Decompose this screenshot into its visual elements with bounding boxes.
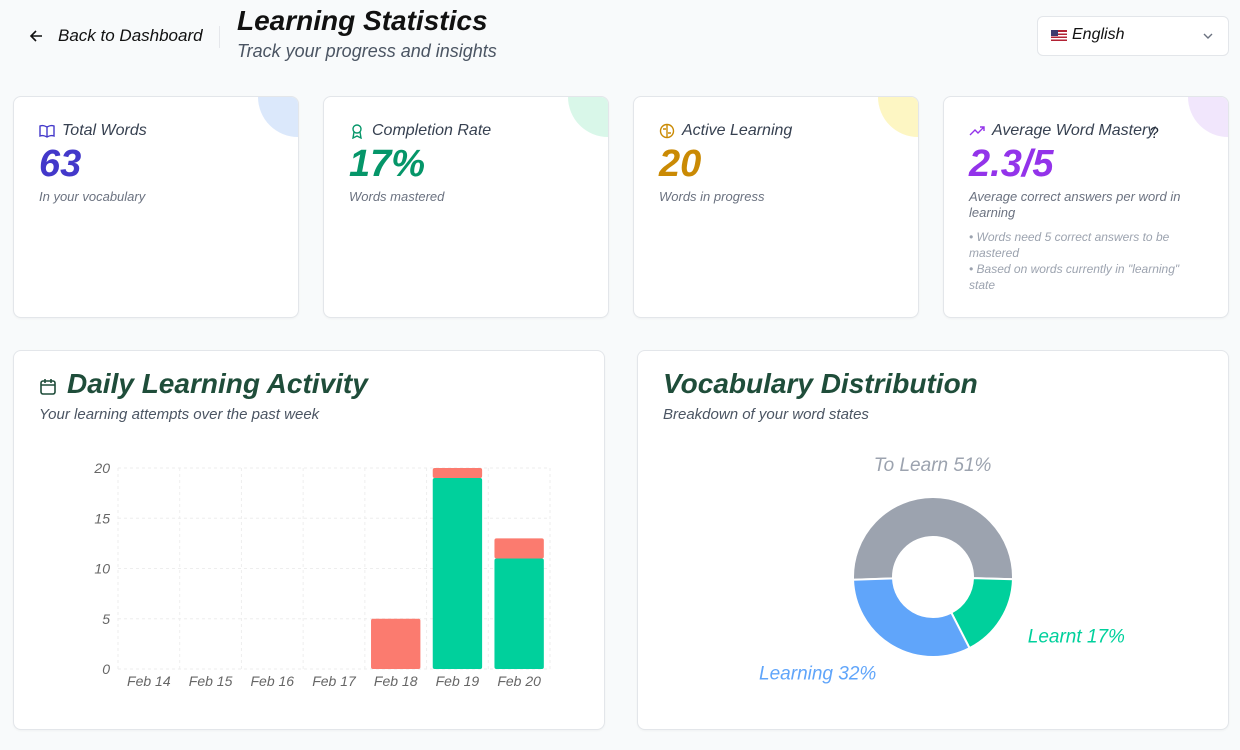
- stat-label: Completion Rate: [372, 122, 492, 139]
- slice-label: Learning 32%: [759, 664, 876, 685]
- x-tick-label: Feb 15: [189, 673, 233, 689]
- note: • Words need 5 correct answers to be mas…: [969, 230, 1170, 260]
- chart-subtitle: Your learning attempts over the past wee…: [39, 406, 320, 423]
- svg-text:?: ?: [1150, 125, 1159, 142]
- x-tick-label: Feb 19: [436, 673, 480, 689]
- donut-slice: [852, 577, 971, 658]
- flag-icon: [1051, 30, 1067, 41]
- calendar-icon: [40, 379, 56, 395]
- stat-caption: Words in progress: [659, 189, 879, 205]
- y-tick-label: 10: [94, 561, 110, 577]
- y-tick-label: 15: [94, 510, 110, 526]
- back-arrow-icon: [29, 30, 42, 42]
- caption: Words mastered: [349, 189, 445, 204]
- x-tick-label: Feb 14: [127, 673, 171, 689]
- x-tick-label: Feb 20: [497, 673, 541, 689]
- bar: [371, 618, 421, 669]
- stat-value: 63: [39, 143, 82, 185]
- donut-slice: [852, 496, 1014, 581]
- back-label: Back to Dashboard: [58, 26, 203, 45]
- language-label: English: [1072, 26, 1125, 43]
- stat-label: Active Learning: [682, 122, 793, 139]
- icon: [969, 126, 985, 136]
- bar: [432, 478, 483, 669]
- note: • Based on words currently in "learning"…: [969, 262, 1180, 292]
- stat-icon: [969, 123, 985, 144]
- card-accent: [568, 97, 608, 137]
- stat-caption: In your vocabulary: [39, 189, 259, 205]
- slice-name: Learnt: [1028, 627, 1083, 648]
- stat-value: 20: [659, 143, 702, 185]
- stat-card: Completion Rate 17% Words mastered: [323, 96, 609, 318]
- page-title: Learning Statistics: [237, 5, 488, 36]
- info-icon: ?: [1150, 125, 1162, 142]
- chart-title: Daily Learning Activity: [67, 368, 368, 399]
- icon: [659, 123, 675, 139]
- icon: [39, 124, 55, 138]
- chart-title: Vocabulary Distribution: [663, 368, 978, 399]
- language-select[interactable]: English: [1037, 16, 1229, 56]
- icon: [352, 124, 362, 140]
- stat-value: 2.3/5: [969, 143, 1054, 185]
- stat-card: Total Words 63 In your vocabulary: [13, 96, 299, 318]
- x-tick-label: Feb 16: [250, 673, 294, 689]
- bar: [494, 538, 544, 559]
- stat-icon: [659, 123, 675, 144]
- stat-card: Average Word Mastery 2.3/5 Average correct…: [943, 96, 1229, 318]
- slice-name: Learning: [759, 664, 833, 685]
- stat-value: 17%: [349, 143, 426, 185]
- slice-value: 17%: [1087, 627, 1125, 648]
- slice-label: Learnt 17%: [1028, 627, 1125, 648]
- page-subtitle: Track your progress and insights: [237, 41, 497, 61]
- distribution-card: Vocabulary Distribution Breakdown of you…: [637, 350, 1229, 730]
- caption: Words in progress: [659, 189, 765, 204]
- stat-label: Average Word Mastery: [992, 122, 1156, 139]
- x-tick-label: Feb 18: [374, 673, 418, 689]
- slice-name: To Learn: [874, 455, 948, 476]
- chevron-icon: [1203, 33, 1213, 39]
- stat-caption: Average correct answers per word in lear…: [969, 189, 1189, 293]
- caption: Average correct answers per word in lear…: [969, 189, 1181, 220]
- y-tick-label: 20: [93, 460, 110, 476]
- stat-label: Total Words: [62, 122, 147, 139]
- divider: [219, 26, 220, 48]
- bar: [494, 558, 544, 669]
- card-accent: [878, 97, 918, 137]
- card-accent: [258, 97, 298, 137]
- donut-chart: To Learn 51% Learnt 17% Learning 32%: [759, 455, 1125, 685]
- stat-icon: [349, 123, 365, 144]
- slice-value: 32%: [838, 664, 876, 685]
- y-tick-label: 0: [102, 661, 110, 677]
- bar-chart: 0 5 10 15 20 Feb 14 Feb 15 Feb 16 Feb 17 Feb 18 Fe…: [93, 460, 551, 689]
- card-accent: [1188, 97, 1228, 137]
- stat-caption: Words mastered: [349, 189, 569, 205]
- bar: [432, 468, 483, 479]
- stat-icon: [39, 123, 55, 144]
- x-tick-label: Feb 17: [312, 673, 357, 689]
- chart-subtitle: Breakdown of your word states: [663, 406, 869, 423]
- slice-label: To Learn 51%: [874, 455, 992, 476]
- y-tick-label: 5: [102, 611, 110, 627]
- back-button[interactable]: Back to Dashboard: [28, 24, 203, 48]
- slice-value: 51%: [953, 455, 991, 476]
- caption: In your vocabulary: [39, 189, 146, 204]
- stat-card: Active Learning 20 Words in progress: [633, 96, 919, 318]
